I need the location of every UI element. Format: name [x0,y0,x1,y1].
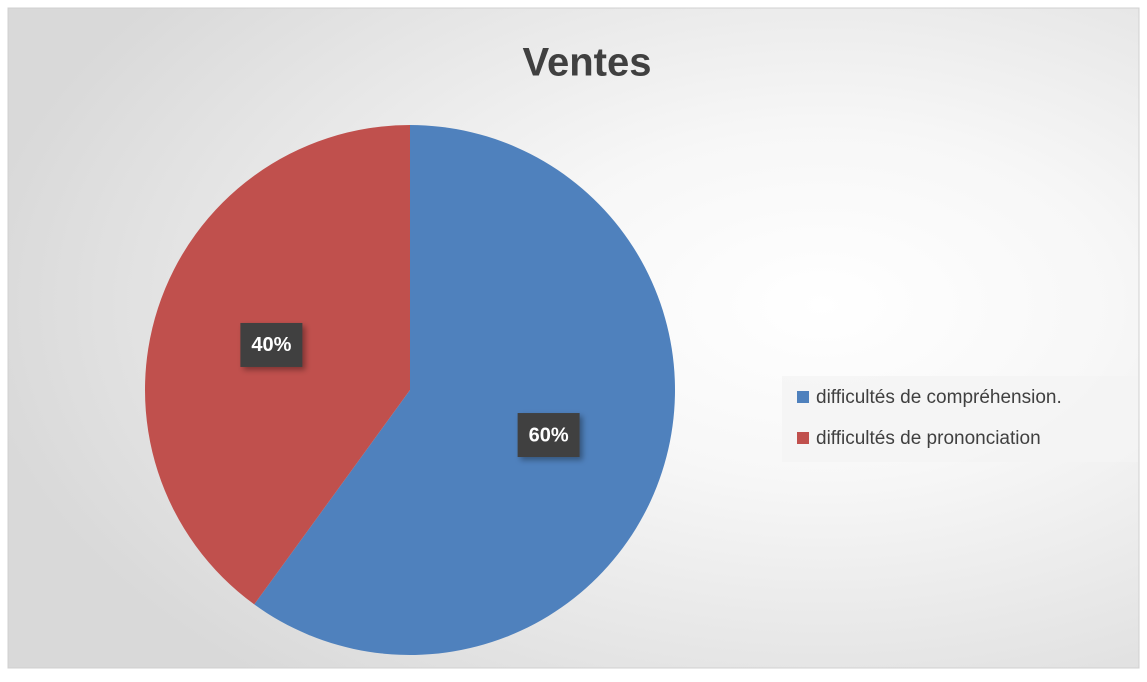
legend-label: difficultés de prononciation [816,428,1041,449]
legend-swatch [797,391,809,403]
chart-title: Ventes [523,41,652,85]
data-label-box [517,413,580,458]
legend-label: difficultés de compréhension. [816,387,1062,408]
data-label: 60% [529,424,569,446]
pie-slice [254,125,675,655]
legend-swatch [797,432,809,444]
legend-box [782,376,1138,462]
data-label-box [240,322,303,367]
data-label: 40% [251,334,291,356]
